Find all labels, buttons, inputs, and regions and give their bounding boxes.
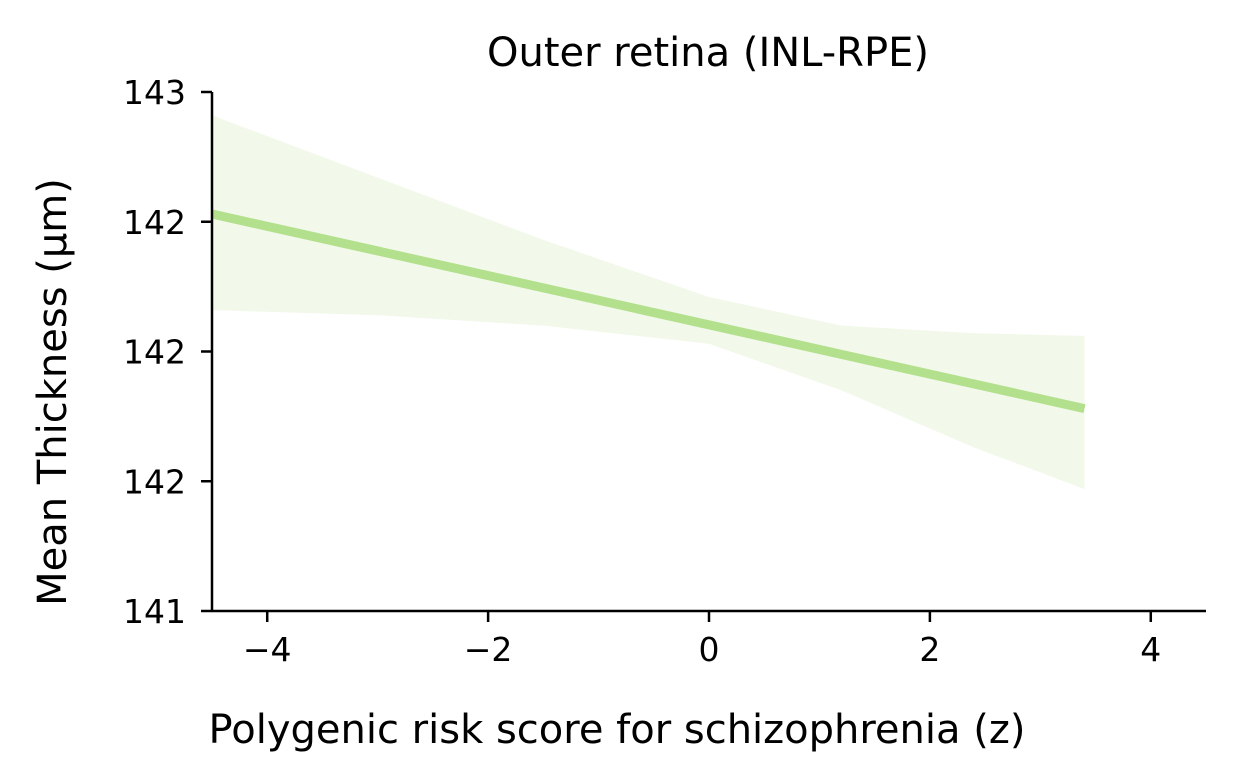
x-tick-label: −2 — [464, 630, 513, 669]
ticks: −4 −2 0 2 4 141 142 142 142 143 — [123, 73, 1161, 669]
plot-area — [211, 115, 1086, 490]
y-axis-title: Mean Thickness (µm) — [30, 178, 76, 606]
y-tick-label: 142 — [123, 203, 186, 242]
confidence-band-0 — [212, 115, 1085, 490]
x-tick-label: 2 — [919, 630, 940, 669]
chart-title: Outer retina (INL-RPE) — [487, 30, 929, 76]
x-tick-label: 4 — [1140, 630, 1161, 669]
x-tick-label: −4 — [243, 630, 292, 669]
y-tick-label: 141 — [123, 592, 186, 631]
regression-line-0 — [211, 209, 1086, 413]
y-tick-label: 142 — [123, 333, 186, 372]
y-tick-label: 143 — [123, 73, 186, 112]
y-tick-label: 142 — [123, 462, 186, 501]
x-tick-label: 0 — [699, 630, 720, 669]
x-axis-title: Polygenic risk score for schizophrenia (… — [209, 707, 1026, 753]
